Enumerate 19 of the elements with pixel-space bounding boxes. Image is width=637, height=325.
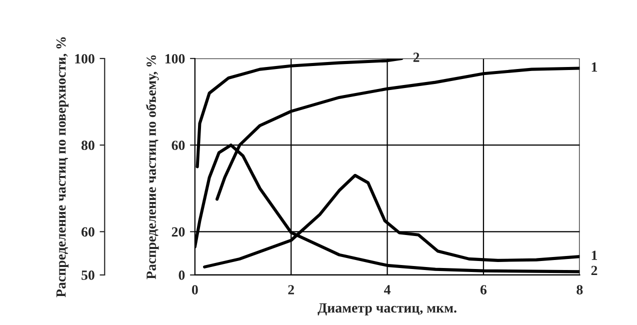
y-tick-label: 100	[165, 54, 185, 64]
y-tick-label: 0	[178, 270, 185, 280]
x-tick-label: 4	[384, 285, 391, 294]
y-tick-label: 20	[172, 227, 185, 237]
series-label: 1	[592, 250, 598, 260]
series-label: 2	[591, 266, 598, 276]
x-tick-label: 6	[480, 285, 487, 294]
y-axis-title: Распределение частиц по объему, %	[146, 55, 159, 280]
y2-tick-label: 50	[82, 270, 94, 280]
y2-tick-label: 100	[75, 54, 94, 64]
x-tick-label: 2	[288, 285, 294, 294]
series-label: 1	[592, 62, 598, 72]
y-tick-label: 60	[172, 140, 185, 150]
y2-axis-title: Распределение частиц по поверхности, %	[56, 37, 69, 298]
x-tick-label: 8	[576, 285, 583, 294]
x-tick-label: 0	[192, 285, 198, 294]
x-axis-title: Диаметр частиц, мкм.	[318, 303, 456, 316]
y2-tick-label: 80	[81, 140, 94, 150]
y2-tick-label: 60	[82, 227, 94, 237]
